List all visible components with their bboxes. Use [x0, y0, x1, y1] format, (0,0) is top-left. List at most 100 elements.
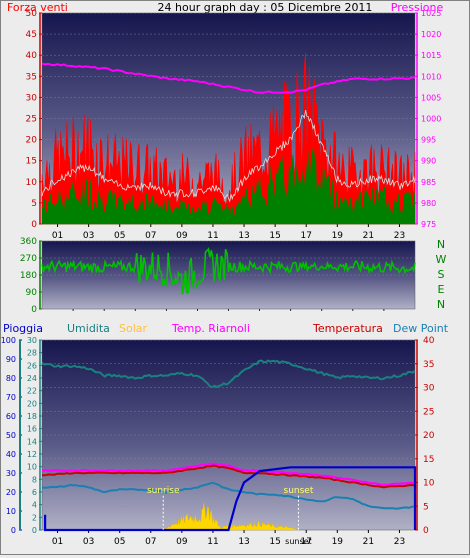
- rain-tick-label: 60: [6, 412, 16, 421]
- wind-x-tick-label: 01: [52, 231, 63, 241]
- legend-indoor-temp: Temp. Riarnoli: [171, 322, 250, 335]
- compass-label: N: [437, 298, 445, 311]
- temp-tick-label: 35: [423, 360, 434, 370]
- humidity-tick-label: 22: [27, 387, 37, 396]
- pressure-tick-label: 1010: [421, 72, 441, 81]
- weather-x-tick-label: 15: [269, 537, 280, 547]
- weather-x-tick-label: 01: [52, 537, 63, 547]
- humidity-tick-label: 2: [32, 513, 37, 522]
- wind-tick-label: 20: [26, 136, 38, 146]
- sunrise-label: sunrise: [147, 486, 180, 496]
- temperature-series: [42, 464, 416, 489]
- weather-x-tick-label: 05: [114, 537, 125, 547]
- weather-x-tick-label: 19: [332, 537, 344, 547]
- humidity-tick-label: 24: [27, 374, 37, 383]
- wind-x-tick-label: 07: [145, 231, 156, 241]
- humidity-tick-label: 20: [27, 399, 37, 408]
- humidity-tick-label: 12: [27, 450, 37, 459]
- weather-x-tick-label: 21: [363, 537, 374, 547]
- humidity-tick-label: 14: [27, 437, 37, 446]
- pressure-tick-label: 1005: [421, 93, 441, 102]
- wind-axis-label: Forza venti: [7, 1, 68, 14]
- humidity-tick-label: 26: [27, 361, 37, 370]
- wind-tick-label: 25: [26, 115, 37, 125]
- direction-tick-label: 360: [20, 237, 37, 247]
- wind-tick-label: 10: [26, 178, 38, 188]
- pressure-tick-label: 995: [421, 136, 436, 145]
- rain-tick-label: 70: [6, 393, 16, 402]
- wind-x-tick-label: 17: [300, 231, 311, 241]
- wind-x-tick-label: 21: [363, 231, 374, 241]
- wind-x-tick-label: 03: [83, 231, 94, 241]
- wind-x-tick-label: 23: [394, 231, 405, 241]
- sunset-label: sunset: [284, 486, 314, 496]
- legend-temperatura: Temperatura: [312, 322, 383, 335]
- wind-x-tick-label: 13: [238, 231, 249, 241]
- humidity-tick-label: 10: [27, 463, 37, 472]
- wind-speed-line: [41, 110, 416, 203]
- weather-x-tick-label: 11: [207, 537, 218, 547]
- pressure-tick-label: 980: [421, 199, 436, 208]
- wind-x-tick-label: 19: [332, 231, 344, 241]
- direction-panel-background: [41, 240, 416, 310]
- pressure-tick-label: 1015: [421, 51, 441, 60]
- direction-tick-label: 180: [20, 271, 37, 281]
- pressure-tick-label: 985: [421, 178, 436, 187]
- indoor-temp-series: [41, 462, 416, 486]
- legend-solar: Solar: [119, 322, 148, 335]
- rain-tick-label: 90: [6, 355, 16, 364]
- wind-x-tick-label: 15: [269, 231, 280, 241]
- rain-tick-label: 40: [6, 450, 16, 459]
- wind-tick-label: 15: [26, 157, 37, 167]
- humidity-tick-label: 16: [27, 425, 37, 434]
- humidity-tick-label: 0: [32, 526, 37, 535]
- grid-layer: [19, 12, 418, 533]
- rain-tick-label: 30: [6, 469, 16, 478]
- compass-label: N: [437, 238, 445, 251]
- temp-tick-label: 40: [423, 336, 435, 346]
- weather-x-tick-label: 07: [145, 537, 156, 547]
- temp-tick-label: 5: [423, 502, 429, 512]
- wind-tick-label: 30: [26, 93, 38, 103]
- weather-x-tick-label: 23: [394, 537, 405, 547]
- rain-tick-label: 100: [1, 336, 16, 345]
- wind-tick-label: 35: [26, 72, 37, 82]
- wind-x-tick-label: 09: [176, 231, 188, 241]
- weather-x-tick-label: 17: [300, 537, 311, 547]
- temp-tick-label: 25: [423, 407, 434, 417]
- weather-x-tick-label: 13: [238, 537, 249, 547]
- pressure-tick-label: 1025: [421, 9, 441, 18]
- temp-tick-label: 0: [423, 526, 429, 536]
- wind-tick-label: 40: [26, 51, 38, 61]
- temp-tick-label: 20: [423, 431, 435, 441]
- pressure-tick-label: 990: [421, 157, 436, 166]
- humidity-tick-label: 4: [32, 501, 37, 510]
- chart-title: 24 hour graph day : 05 Dicembre 2011: [158, 1, 373, 14]
- wind-direction-series: [41, 247, 416, 295]
- wind-tick-label: 50: [26, 9, 38, 19]
- pressure-tick-label: 1020: [421, 30, 441, 39]
- solar-series: [162, 502, 299, 531]
- compass-label: S: [438, 268, 445, 281]
- legend-pioggia: Pioggia: [3, 322, 43, 335]
- wind-tick-label: 0: [31, 220, 37, 230]
- compass-label: E: [438, 283, 445, 296]
- humidity-tick-label: 8: [32, 475, 37, 484]
- wind-average-series: [41, 145, 416, 225]
- temp-tick-label: 15: [423, 455, 434, 465]
- temp-tick-label: 10: [423, 479, 435, 489]
- humidity-tick-label: 28: [27, 349, 37, 358]
- compass-label: W: [436, 253, 447, 266]
- pressure-tick-label: 975: [421, 220, 436, 229]
- rain-tick-label: 80: [6, 374, 16, 383]
- wind-tick-label: 45: [26, 30, 37, 40]
- rain-series: [44, 466, 417, 532]
- humidity-tick-label: 30: [27, 336, 37, 345]
- legend-dew-point: Dew Point: [393, 322, 449, 335]
- humidity-series: [41, 359, 416, 389]
- sunset-axis-label: sunset: [285, 537, 312, 546]
- direction-tick-label: 270: [20, 254, 37, 264]
- pressure-tick-label: 1000: [421, 115, 441, 124]
- rain-tick-label: 20: [6, 488, 16, 497]
